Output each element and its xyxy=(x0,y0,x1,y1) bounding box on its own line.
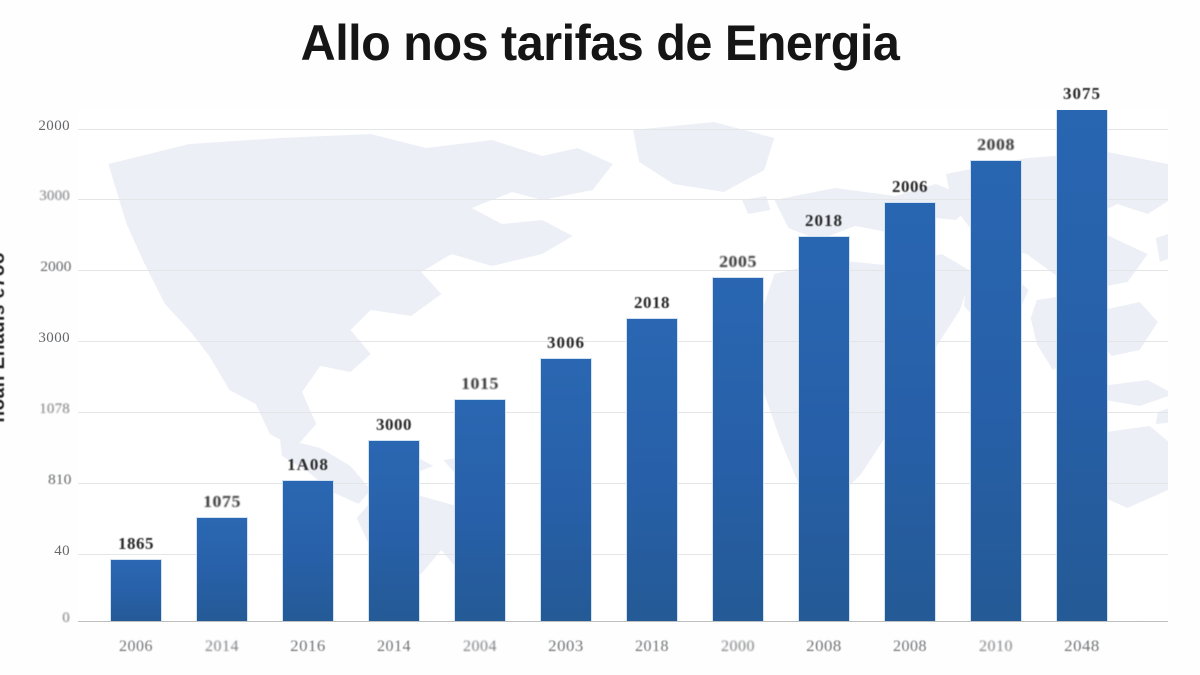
gridline xyxy=(78,129,1168,130)
x-tick-5: 2003 xyxy=(548,638,584,655)
x-tick-10: 2010 xyxy=(979,638,1013,655)
bar-0[interactable] xyxy=(110,559,162,621)
bar-label-3: 3000 xyxy=(376,415,412,434)
plot-background xyxy=(78,110,1168,622)
bar-5[interactable] xyxy=(540,358,592,621)
gridline xyxy=(78,412,1168,413)
bar-label-0: 1865 xyxy=(118,534,154,553)
bar-label-11: 3075 xyxy=(1063,84,1101,103)
bar-1[interactable] xyxy=(196,517,248,621)
gridline xyxy=(78,341,1168,342)
bar-label-9: 2006 xyxy=(892,177,928,196)
x-tick-6: 2018 xyxy=(635,638,669,655)
x-axis-baseline xyxy=(78,621,1168,622)
bar-label-8: 2018 xyxy=(805,211,843,230)
gridline xyxy=(78,270,1168,271)
x-tick-11: 2048 xyxy=(1064,638,1100,655)
y-tick-7: 0 xyxy=(62,610,70,626)
bar-label-7: 2005 xyxy=(719,252,757,271)
bar-label-1: 1075 xyxy=(203,492,241,511)
x-tick-8: 2008 xyxy=(806,638,842,655)
bar-9[interactable] xyxy=(884,202,936,621)
y-tick-3: 3000 xyxy=(38,330,70,346)
y-tick-2: 2000 xyxy=(40,259,72,275)
bar-3[interactable] xyxy=(368,440,420,621)
bar-4[interactable] xyxy=(454,399,506,621)
x-tick-4: 2004 xyxy=(463,638,497,655)
plot-area: 1865 1075 1A08 3000 1015 3006 2018 2005 … xyxy=(78,84,1168,655)
bar-8[interactable] xyxy=(798,236,850,621)
bar-10[interactable] xyxy=(970,160,1022,621)
y-tick-0: 2000 xyxy=(38,118,70,134)
bar-7[interactable] xyxy=(712,277,764,621)
chart-title: Allo nos tarifas de Energia xyxy=(300,15,900,71)
y-tick-4: 1078 xyxy=(39,401,70,417)
x-tick-0: 2006 xyxy=(119,638,153,655)
bar-label-6: 2018 xyxy=(634,293,670,312)
bar-11[interactable] xyxy=(1056,110,1108,621)
bar-label-10: 2008 xyxy=(977,135,1015,154)
bar-label-5: 3006 xyxy=(547,333,585,352)
bar-label-2: 1A08 xyxy=(287,455,329,474)
x-tick-9: 2008 xyxy=(893,638,927,655)
y-axis-title: noan Enauis e7oo xyxy=(0,252,9,423)
y-tick-6: 40 xyxy=(54,543,70,559)
y-tick-1: 3000 xyxy=(39,188,70,204)
gridline xyxy=(78,199,1168,200)
x-tick-2: 2016 xyxy=(290,638,326,655)
gridline xyxy=(78,554,1168,555)
x-tick-1: 2014 xyxy=(205,638,239,655)
x-tick-3: 2014 xyxy=(377,638,411,655)
gridline xyxy=(78,483,1168,484)
bar-2[interactable] xyxy=(282,480,334,621)
bar-label-4: 1015 xyxy=(461,374,499,393)
x-tick-7: 2000 xyxy=(721,638,755,655)
bar-6[interactable] xyxy=(626,318,678,621)
y-tick-5: 810 xyxy=(48,472,72,488)
